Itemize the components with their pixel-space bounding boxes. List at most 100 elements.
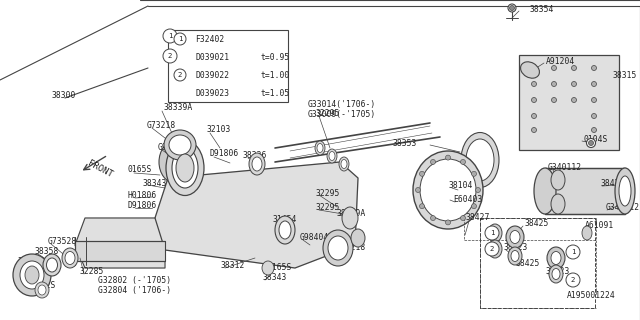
Polygon shape — [75, 218, 165, 268]
Ellipse shape — [13, 254, 51, 296]
Text: 38315: 38315 — [613, 71, 637, 81]
Ellipse shape — [35, 282, 49, 298]
Text: G32804 ('1706-): G32804 ('1706-) — [98, 285, 171, 294]
Ellipse shape — [508, 247, 522, 265]
Text: 32295: 32295 — [316, 108, 340, 117]
Text: 38300: 38300 — [52, 92, 76, 100]
Ellipse shape — [38, 285, 46, 295]
Text: 2: 2 — [571, 277, 575, 283]
Text: t=1.00: t=1.00 — [261, 70, 291, 79]
Text: G73218: G73218 — [147, 122, 176, 131]
Circle shape — [552, 82, 557, 86]
Ellipse shape — [551, 252, 561, 265]
Ellipse shape — [615, 168, 635, 214]
Ellipse shape — [534, 168, 556, 214]
Ellipse shape — [520, 62, 540, 78]
Ellipse shape — [172, 148, 198, 188]
Text: E60403: E60403 — [453, 196, 483, 204]
Ellipse shape — [328, 236, 348, 260]
Text: 38312: 38312 — [221, 260, 245, 269]
Text: A61091: A61091 — [585, 220, 614, 229]
Circle shape — [552, 98, 557, 102]
Text: G32802 (-'1705): G32802 (-'1705) — [98, 276, 171, 284]
Text: 38336: 38336 — [243, 150, 268, 159]
Circle shape — [586, 139, 595, 148]
Ellipse shape — [511, 251, 519, 261]
Text: G33009(-'1705): G33009(-'1705) — [308, 109, 376, 118]
Text: D91806: D91806 — [127, 202, 156, 211]
Text: 38343: 38343 — [263, 274, 287, 283]
Circle shape — [445, 220, 451, 225]
Text: G340112: G340112 — [606, 203, 640, 212]
Ellipse shape — [279, 221, 291, 239]
Text: 38339A: 38339A — [337, 209, 366, 218]
Circle shape — [566, 273, 580, 287]
Text: G98404: G98404 — [158, 143, 188, 153]
Circle shape — [531, 98, 536, 102]
Ellipse shape — [323, 230, 353, 266]
Circle shape — [531, 66, 536, 70]
Text: 38380: 38380 — [18, 258, 42, 267]
Text: A91204: A91204 — [546, 58, 575, 67]
Circle shape — [508, 4, 516, 12]
Ellipse shape — [317, 143, 323, 153]
Text: 32295: 32295 — [316, 203, 340, 212]
Ellipse shape — [420, 159, 476, 221]
Text: 38423: 38423 — [504, 244, 529, 252]
Circle shape — [531, 127, 536, 132]
Circle shape — [461, 216, 465, 220]
Circle shape — [485, 242, 499, 256]
Ellipse shape — [62, 248, 78, 268]
Ellipse shape — [43, 254, 61, 276]
Polygon shape — [155, 162, 358, 268]
Circle shape — [572, 82, 577, 86]
Text: 2: 2 — [178, 72, 182, 78]
Text: G98404: G98404 — [300, 233, 329, 242]
Circle shape — [509, 5, 515, 11]
Circle shape — [591, 127, 596, 132]
Text: G33014('1706-): G33014('1706-) — [308, 100, 376, 108]
Circle shape — [415, 188, 420, 193]
Circle shape — [566, 245, 580, 259]
Circle shape — [552, 66, 557, 70]
Circle shape — [419, 204, 424, 209]
Ellipse shape — [552, 268, 560, 279]
Circle shape — [174, 33, 186, 45]
Bar — [480, 218, 595, 308]
Ellipse shape — [262, 261, 274, 275]
Circle shape — [591, 114, 596, 118]
Ellipse shape — [252, 157, 262, 171]
Ellipse shape — [169, 135, 191, 155]
Text: 1: 1 — [490, 230, 494, 236]
Text: t=0.95: t=0.95 — [261, 52, 291, 61]
Text: 1: 1 — [571, 249, 575, 255]
Circle shape — [472, 171, 477, 176]
Text: G73218: G73218 — [337, 244, 366, 252]
Ellipse shape — [341, 159, 347, 169]
Text: A195001224: A195001224 — [567, 291, 616, 300]
Text: 38358: 38358 — [35, 247, 60, 257]
Circle shape — [589, 140, 593, 146]
Ellipse shape — [176, 154, 194, 182]
Circle shape — [431, 216, 435, 220]
Circle shape — [431, 159, 435, 164]
Circle shape — [485, 226, 499, 240]
Text: t=1.05: t=1.05 — [261, 89, 291, 98]
Ellipse shape — [488, 240, 502, 258]
Text: FRONT: FRONT — [86, 159, 114, 180]
Ellipse shape — [159, 141, 191, 183]
Text: G340112: G340112 — [548, 164, 582, 172]
Circle shape — [572, 66, 577, 70]
Circle shape — [163, 29, 177, 43]
Circle shape — [174, 69, 186, 81]
Text: 0602S: 0602S — [31, 281, 56, 290]
Text: 2: 2 — [490, 246, 494, 252]
Ellipse shape — [351, 229, 365, 247]
Bar — [75, 241, 165, 261]
Ellipse shape — [315, 141, 325, 155]
Text: D039023: D039023 — [195, 89, 229, 98]
Circle shape — [531, 114, 536, 118]
Ellipse shape — [20, 261, 44, 289]
Ellipse shape — [413, 151, 483, 229]
Text: 38421: 38421 — [601, 180, 625, 188]
